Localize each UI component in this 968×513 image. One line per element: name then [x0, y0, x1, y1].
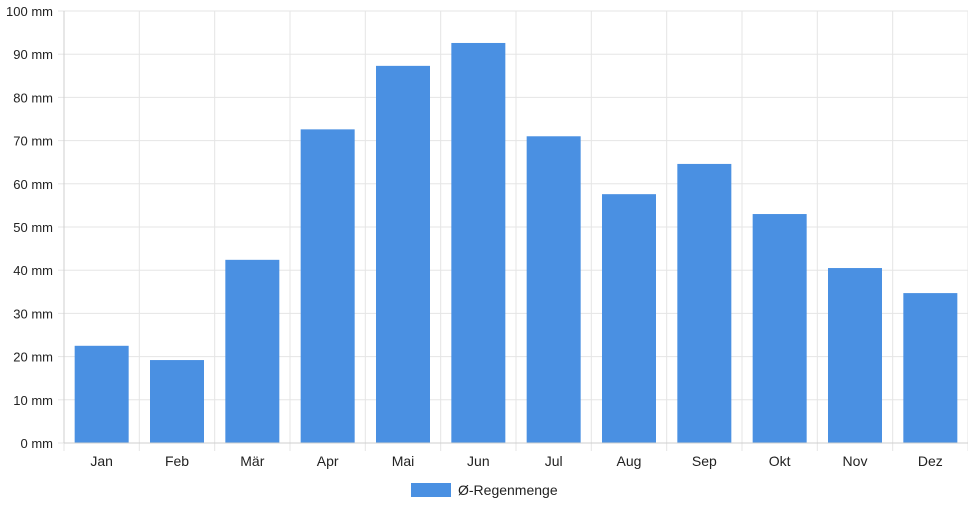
- x-tick-label: Mär: [240, 453, 264, 469]
- x-tick-label: Sep: [692, 453, 717, 469]
- y-tick-label: 90 mm: [13, 47, 53, 62]
- y-tick-label: 0 mm: [21, 436, 54, 451]
- bar-jan[interactable]: [74, 345, 129, 443]
- bar-feb[interactable]: [150, 360, 204, 443]
- x-tick-label: Feb: [165, 453, 189, 469]
- bar-apr[interactable]: [300, 129, 355, 444]
- bar-mär[interactable]: [225, 259, 280, 443]
- x-tick-label: Nov: [843, 453, 868, 469]
- x-tick-label: Jul: [545, 453, 563, 469]
- legend-label: Ø-Regenmenge: [458, 482, 558, 498]
- y-tick-label: 20 mm: [13, 350, 53, 365]
- bar-dez[interactable]: [903, 293, 958, 443]
- y-tick-label: 70 mm: [13, 134, 53, 149]
- bar-jun[interactable]: [451, 42, 506, 444]
- x-tick-label: Okt: [769, 453, 791, 469]
- bar-aug[interactable]: [602, 194, 656, 443]
- legend[interactable]: Ø-Regenmenge: [411, 482, 558, 498]
- y-tick-label: 80 mm: [13, 90, 53, 105]
- legend-swatch: [411, 483, 451, 497]
- x-tick-label: Aug: [617, 453, 642, 469]
- y-tick-label: 10 mm: [13, 393, 53, 408]
- x-tick-label: Jan: [90, 453, 113, 469]
- y-tick-label: 60 mm: [13, 177, 53, 192]
- y-tick-label: 30 mm: [13, 306, 53, 321]
- bar-jul[interactable]: [526, 136, 581, 443]
- y-tick-label: 50 mm: [13, 220, 53, 235]
- x-tick-label: Apr: [317, 453, 339, 469]
- bar-sep[interactable]: [677, 163, 732, 444]
- axes: [63, 11, 968, 444]
- x-tick-label: Dez: [918, 453, 943, 469]
- bars: [74, 42, 958, 444]
- y-tick-label: 40 mm: [13, 263, 53, 278]
- tick-labels: 0 mm 10 mm 20 mm 30 mm 40 mm 50 mm 60 mm 70 mm 8…: [6, 4, 943, 469]
- x-tick-label: Mai: [392, 453, 415, 469]
- bar-okt[interactable]: [752, 214, 807, 443]
- bar-mai[interactable]: [376, 65, 430, 443]
- x-tick-label: Jun: [467, 453, 490, 469]
- y-tick-label: 100 mm: [6, 4, 53, 19]
- bar-nov[interactable]: [828, 268, 882, 443]
